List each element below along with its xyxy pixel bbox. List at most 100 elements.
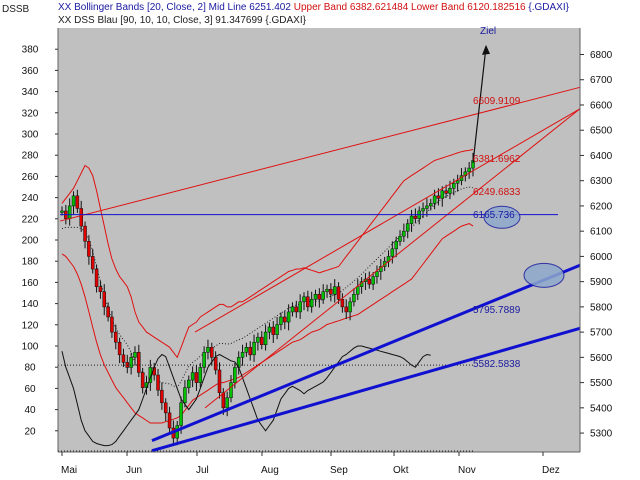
candle-body xyxy=(332,286,337,295)
candle-body xyxy=(432,195,437,204)
candle-body xyxy=(263,331,268,345)
candle xyxy=(428,198,433,211)
right-axis-tick-label: 6700 xyxy=(590,75,613,86)
candle-body xyxy=(428,203,433,207)
candle-body xyxy=(94,268,99,287)
candle xyxy=(60,206,64,216)
candle-body xyxy=(67,205,72,219)
candle xyxy=(267,322,272,340)
candle-body xyxy=(163,402,168,414)
candle xyxy=(286,304,291,331)
candle-body xyxy=(117,341,122,356)
annotation-label: 5795.7889 xyxy=(473,305,521,316)
candle xyxy=(409,209,414,232)
candle xyxy=(87,235,91,265)
candle-body xyxy=(336,286,341,300)
right-axis-tick-label: 5900 xyxy=(590,277,613,288)
candle xyxy=(90,248,95,274)
candle-body xyxy=(352,294,356,303)
candle-body xyxy=(348,301,352,313)
left-axis-tick-label: 180 xyxy=(22,257,39,268)
candle-body xyxy=(121,354,126,363)
right-axis-tick-label: 6100 xyxy=(590,227,613,238)
bottom-axis-tick-label: Mai xyxy=(61,465,77,476)
candle-body xyxy=(90,256,95,270)
candle-body xyxy=(259,336,264,345)
candle-body xyxy=(371,276,375,285)
bottom-axis-tick-label: Aug xyxy=(261,465,279,476)
candle xyxy=(117,337,122,364)
bottom-axis: Mai Jun Jul Aug Sep Okt Nov Dez xyxy=(58,451,580,476)
annotation-label: 6165.736 xyxy=(473,210,515,221)
left-axis-tick-label: 80 xyxy=(24,363,36,374)
candle-body xyxy=(290,306,295,313)
candle xyxy=(352,288,356,307)
candle-body xyxy=(79,208,83,227)
candle xyxy=(344,299,348,319)
candle xyxy=(413,208,418,224)
candle-body xyxy=(75,195,80,209)
candle-body xyxy=(298,301,302,313)
candle xyxy=(467,162,471,179)
bottom-axis-tick-label: Nov xyxy=(458,465,476,476)
bollinger-upper-line xyxy=(61,148,474,359)
candle-body xyxy=(244,347,249,353)
right-axis-tick-label: 5800 xyxy=(590,302,613,313)
candle xyxy=(167,406,172,433)
annotation-label: 6609.9109 xyxy=(473,96,521,107)
left-axis-tick-label: 60 xyxy=(24,384,36,395)
left-axis: 20 40 60 80 100 120 140 160 180 200 220 240 260 280 30… xyxy=(22,28,59,452)
candle-body xyxy=(106,306,110,318)
candle xyxy=(390,241,395,264)
candle xyxy=(290,302,295,317)
candle-body xyxy=(233,367,237,383)
left-axis-tick-label: 160 xyxy=(22,278,39,289)
candle xyxy=(367,271,372,289)
dss-line xyxy=(61,345,431,447)
candle xyxy=(425,198,429,217)
candle xyxy=(325,284,329,298)
left-axis-tick-label: 360 xyxy=(22,66,39,77)
candle xyxy=(279,312,283,331)
candle xyxy=(198,362,203,388)
candle-body xyxy=(283,316,287,323)
right-axis-tick-label: 5600 xyxy=(590,353,613,364)
candle-body xyxy=(110,316,114,333)
bollinger-legend: XX Bollinger Bands [20, Close, 2] Mid Li… xyxy=(58,2,569,14)
candle-body xyxy=(240,352,245,358)
candle xyxy=(244,342,249,357)
candle xyxy=(356,279,360,301)
candle xyxy=(71,191,76,215)
candle xyxy=(398,230,402,246)
left-axis-tick-label: 240 xyxy=(22,193,39,204)
candle-body xyxy=(221,392,226,409)
candle xyxy=(263,324,268,351)
candle-body xyxy=(217,369,222,393)
candle-body xyxy=(409,215,414,224)
right-axis-tick-label: 6000 xyxy=(590,252,613,263)
candle xyxy=(298,294,302,319)
left-axis-tick-label: 340 xyxy=(22,87,39,98)
symbol-label: DSSB xyxy=(2,4,30,15)
candle-body xyxy=(271,326,276,335)
candle-body xyxy=(329,288,333,295)
candle-body xyxy=(455,180,460,184)
right-axis-tick-label: 5400 xyxy=(590,403,613,414)
right-axis-tick-label: 6300 xyxy=(590,176,613,187)
candle xyxy=(309,291,314,313)
candle-body xyxy=(210,347,214,358)
candle-body xyxy=(302,296,306,303)
channel-top-line xyxy=(59,86,581,222)
candle xyxy=(402,223,406,243)
candle xyxy=(160,382,164,410)
candle xyxy=(317,288,322,308)
left-axis-tick-label: 320 xyxy=(22,108,39,119)
candle-body xyxy=(71,195,76,207)
candle xyxy=(421,202,425,219)
left-axis-tick-label: 220 xyxy=(22,214,39,225)
bollinger-legend-prefix: XX Bollinger Bands [20, Close, 2] Mid Li… xyxy=(58,2,291,13)
candle xyxy=(114,324,118,350)
right-axis-tick-label: 6400 xyxy=(590,151,613,162)
right-axis-tick-label: 6200 xyxy=(590,201,613,212)
bollinger-lower-line xyxy=(61,223,474,424)
